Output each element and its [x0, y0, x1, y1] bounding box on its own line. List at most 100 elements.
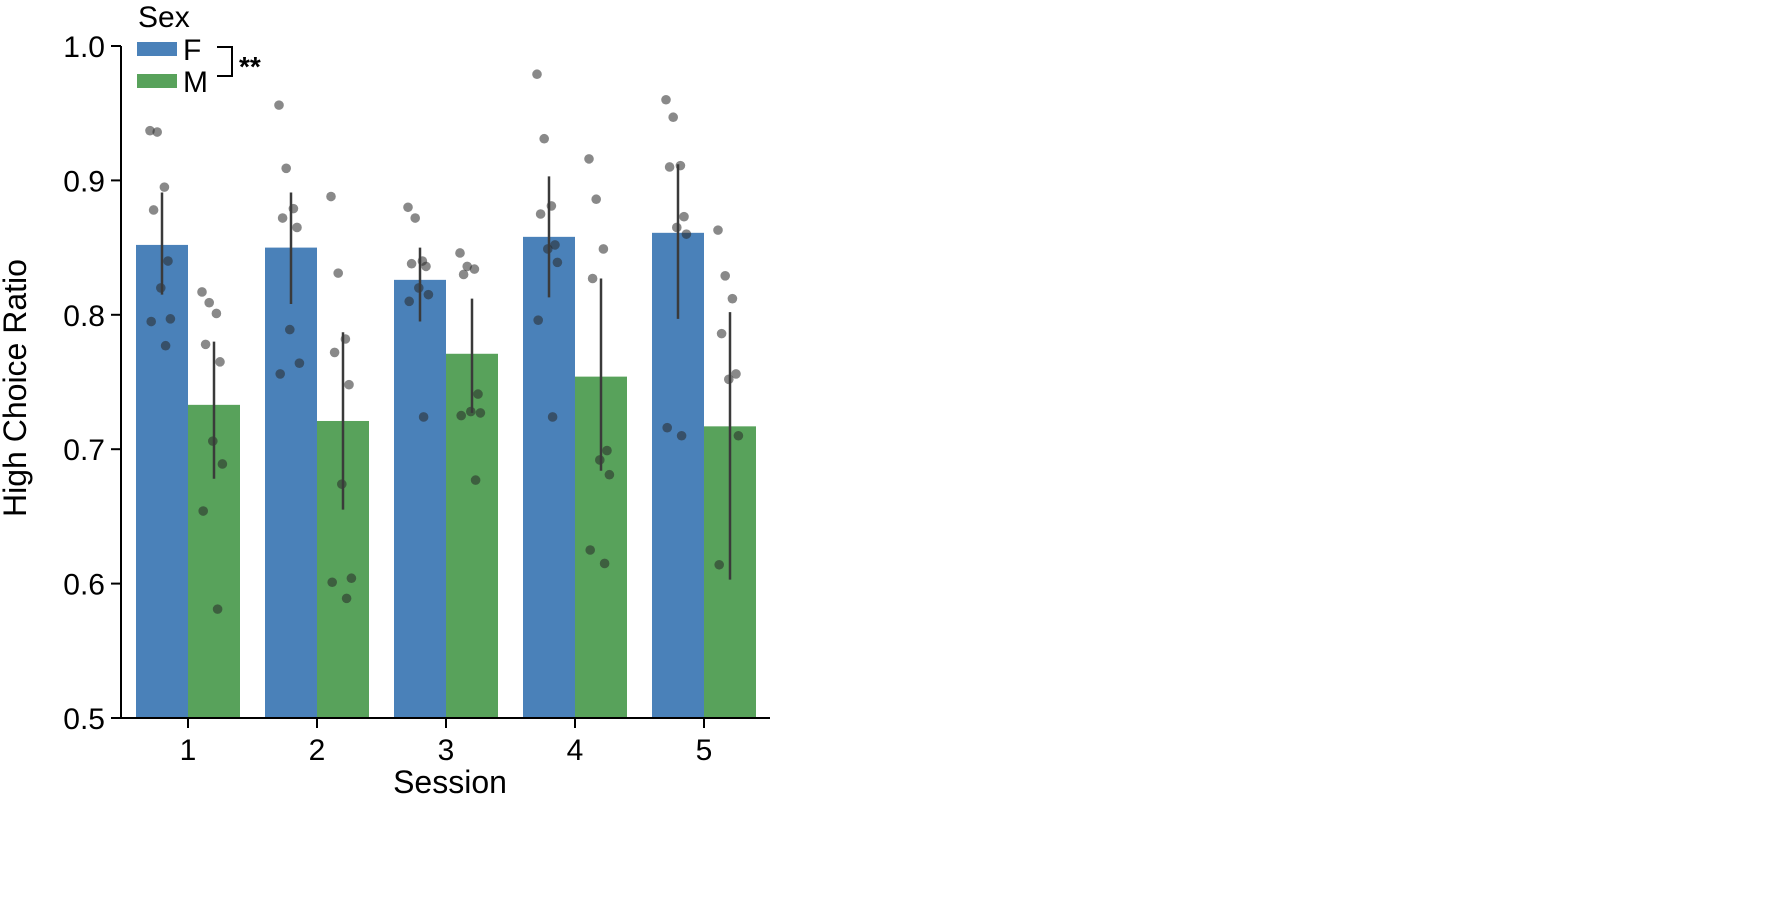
- data-point: [326, 191, 336, 202]
- y-axis-label: High Choice Ratio: [0, 259, 33, 517]
- data-point: [146, 316, 156, 327]
- data-point: [679, 211, 689, 222]
- data-point: [599, 558, 610, 569]
- data-point: [664, 162, 675, 172]
- data-point: [212, 604, 223, 614]
- data-point: [145, 125, 155, 136]
- data-point: [329, 347, 340, 358]
- legend-label-f: F: [183, 34, 201, 67]
- data-point: [475, 408, 486, 418]
- data-point: [602, 445, 612, 456]
- data-point: [217, 459, 228, 469]
- data-point: [327, 577, 338, 588]
- y-tick-label: 1.0: [63, 31, 105, 64]
- data-point: [406, 258, 417, 269]
- data-point: [539, 133, 549, 144]
- data-point: [661, 94, 671, 105]
- legend: Sex F M **: [137, 1, 261, 99]
- data-point: [344, 379, 354, 390]
- data-point: [152, 127, 162, 137]
- significance-bracket: [217, 46, 233, 77]
- data-point: [277, 213, 288, 223]
- data-point: [294, 358, 305, 368]
- data-point: [274, 100, 284, 110]
- data-point: [731, 369, 741, 379]
- data-point: [160, 340, 171, 351]
- bar-f-session-2: [265, 247, 317, 718]
- x-tick-label: 2: [309, 734, 326, 767]
- data-point: [410, 213, 421, 223]
- data-point: [404, 296, 415, 307]
- data-point: [681, 229, 692, 239]
- data-point: [470, 475, 481, 485]
- data-point: [456, 410, 467, 421]
- y-tick-label: 0.7: [63, 434, 105, 467]
- data-point: [211, 308, 222, 319]
- data-point: [163, 256, 173, 266]
- data-point: [720, 271, 730, 281]
- bar-f-session-4: [523, 236, 575, 718]
- x-tick-label: 3: [438, 734, 455, 767]
- data-point: [148, 205, 159, 215]
- x-tick-label: 5: [696, 734, 713, 767]
- data-point: [668, 112, 678, 123]
- data-point: [165, 314, 176, 324]
- data-point: [547, 412, 558, 422]
- data-point: [418, 412, 429, 422]
- data-point: [423, 289, 434, 300]
- data-point: [713, 225, 723, 235]
- data-point: [533, 315, 543, 325]
- x-tick-label: 4: [567, 734, 584, 767]
- bar-f-session-3: [394, 279, 446, 718]
- y-tick-label: 0.6: [63, 569, 105, 602]
- legend-title: Sex: [138, 1, 190, 34]
- data-point: [585, 545, 595, 555]
- data-point: [598, 244, 609, 254]
- data-point: [714, 559, 724, 570]
- data-point: [716, 328, 727, 339]
- data-point: [535, 209, 546, 219]
- data-point: [281, 163, 292, 174]
- data-point: [604, 469, 615, 480]
- data-point: [552, 257, 563, 268]
- y-tick-label: 0.9: [63, 165, 105, 198]
- data-point: [676, 430, 687, 441]
- errorbars-layer: [160, 164, 732, 580]
- legend-swatch-m: [137, 74, 177, 88]
- data-point: [584, 154, 594, 164]
- x-ticks: 1 2 3 4 5: [180, 718, 713, 767]
- data-point: [275, 369, 286, 379]
- data-point: [333, 268, 344, 278]
- data-point: [662, 422, 672, 433]
- data-point: [204, 297, 214, 308]
- data-point: [458, 269, 469, 280]
- data-point: [532, 69, 542, 80]
- x-axis-label: Session: [393, 764, 507, 800]
- bar-f-session-1: [136, 244, 188, 719]
- data-point: [591, 194, 601, 205]
- y-ticks: 0.5 0.6 0.7 0.8 0.9 1.0: [63, 31, 121, 736]
- legend-swatch-f: [137, 42, 177, 56]
- data-point: [200, 339, 211, 350]
- data-point: [341, 593, 352, 604]
- data-point: [403, 202, 413, 213]
- data-point: [455, 248, 465, 258]
- y-tick-label: 0.8: [63, 300, 105, 333]
- x-tick-label: 1: [180, 734, 197, 767]
- data-point: [550, 240, 560, 250]
- data-point: [215, 357, 225, 367]
- data-point: [346, 573, 357, 584]
- points-layer: [145, 69, 744, 614]
- data-point: [198, 506, 208, 516]
- data-point: [462, 261, 473, 272]
- data-point: [733, 430, 744, 441]
- data-point: [473, 389, 483, 399]
- y-tick-label: 0.5: [63, 703, 105, 736]
- data-point: [421, 261, 431, 272]
- significance-stars: **: [239, 51, 261, 82]
- data-point: [285, 324, 295, 335]
- data-point: [292, 222, 302, 233]
- data-point: [197, 287, 207, 297]
- data-point: [727, 293, 738, 304]
